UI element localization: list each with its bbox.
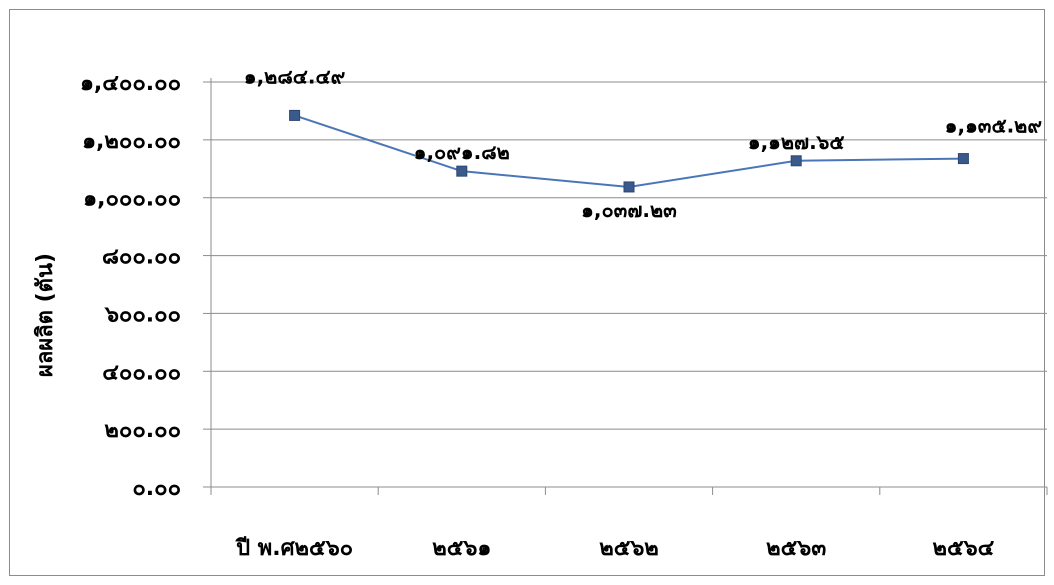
y-tick-label: ๑,๐๐๐.๐๐ <box>83 187 181 212</box>
y-tick-label: ๔๐๐.๐๐ <box>102 360 181 385</box>
x-tick-label: ๒๕๖๓ <box>766 536 826 561</box>
y-tick-label: ๖๐๐.๐๐ <box>104 302 181 327</box>
x-tick-label: ๒๕๖๑ <box>432 536 491 561</box>
data-label: ๑,๑๓๕.๒๙ <box>945 114 1043 138</box>
chart-frame <box>9 9 1045 576</box>
data-label: ๑,๒๘๔.๔๙ <box>244 64 346 88</box>
data-label: ๑,๐๓๗.๒๓ <box>581 198 677 222</box>
data-point-marker <box>456 165 468 177</box>
y-tick-labels: ๐.๐๐ ๒๐๐.๐๐ ๔๐๐.๐๐ ๖๐๐.๐๐ ๘๐๐.๐๐ ๑,๐๐๐.๐๐ ๑,๒๐… <box>80 71 181 501</box>
x-tick-labels: ปี พ.ศ๒๕๖๐ ๒๕๖๑ ๒๕๖๒ ๒๕๖๓ ๒๕๖๔ <box>235 536 995 561</box>
y-tick-label: ๒๐๐.๐๐ <box>104 418 181 443</box>
gridlines <box>211 81 1047 430</box>
y-tick-label: ๘๐๐.๐๐ <box>102 245 181 270</box>
y-axis-label: ผลผลิต (ตัน) <box>33 253 58 377</box>
y-tick-label: ๑,๔๐๐.๐๐ <box>80 71 181 96</box>
data-point-marker <box>623 181 635 193</box>
series-line <box>294 114 964 188</box>
data-label: ๑,๐๙๑.๘๒ <box>414 140 510 164</box>
y-tick-label: ๑,๒๐๐.๐๐ <box>82 129 181 154</box>
data-label: ๑,๑๒๗.๖๕ <box>748 130 845 154</box>
x-tick-label: ๒๕๖๔ <box>933 536 995 561</box>
data-point-marker <box>957 153 969 165</box>
x-tick-label: ปี พ.ศ๒๕๖๐ <box>235 536 353 561</box>
x-tick-label: ๒๕๖๒ <box>599 536 659 561</box>
data-point-marker <box>289 109 301 121</box>
series-group <box>289 109 969 193</box>
y-tick-label: ๐.๐๐ <box>132 476 181 501</box>
axes <box>203 78 1048 495</box>
data-labels: ๑,๒๘๔.๔๙๑,๐๙๑.๘๒๑,๐๓๗.๒๓ ๑,๑๒๗.๖๕ ๑,๑๓๕.๒๙ <box>244 64 1042 222</box>
data-point-marker <box>790 155 802 167</box>
